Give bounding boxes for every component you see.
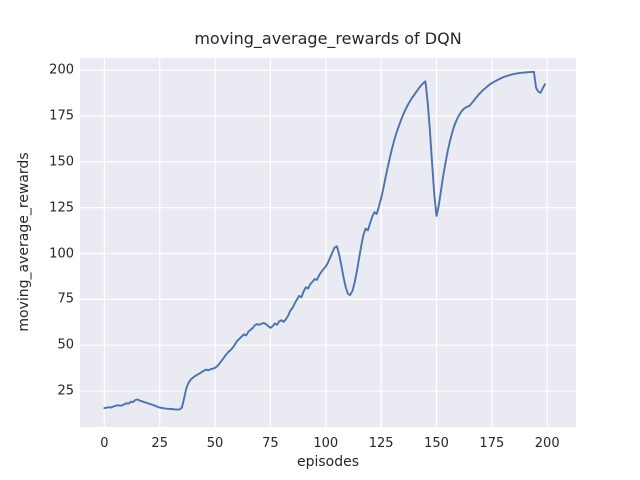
x-tick-label: 50 bbox=[206, 436, 224, 451]
x-tick-label: 150 bbox=[424, 436, 449, 451]
y-axis-label: moving_average_rewards bbox=[16, 152, 32, 332]
x-tick-label: 75 bbox=[262, 436, 279, 451]
x-tick-label: 175 bbox=[479, 436, 505, 451]
y-tick-label: 150 bbox=[49, 154, 74, 170]
y-tick-label: 50 bbox=[57, 337, 74, 353]
y-tick-label: 75 bbox=[57, 291, 74, 307]
chart-title: moving_average_rewards of DQN bbox=[194, 29, 462, 48]
reward-line bbox=[103, 70, 546, 411]
x-axis-label: episodes bbox=[296, 454, 360, 470]
y-tick-label: 200 bbox=[49, 62, 74, 78]
y-tick-label: 125 bbox=[49, 200, 74, 216]
x-tick-label: 100 bbox=[313, 436, 339, 451]
axes-background bbox=[80, 58, 576, 427]
x-tick-label: 25 bbox=[151, 436, 168, 451]
y-tick-label: 100 bbox=[49, 246, 74, 261]
y-tick-label: 175 bbox=[49, 108, 74, 124]
x-tick-label: 125 bbox=[368, 436, 394, 451]
y-tick-label: 25 bbox=[57, 383, 74, 399]
x-tick-label: 0 bbox=[100, 436, 109, 451]
x-tick-label: 200 bbox=[534, 436, 560, 451]
